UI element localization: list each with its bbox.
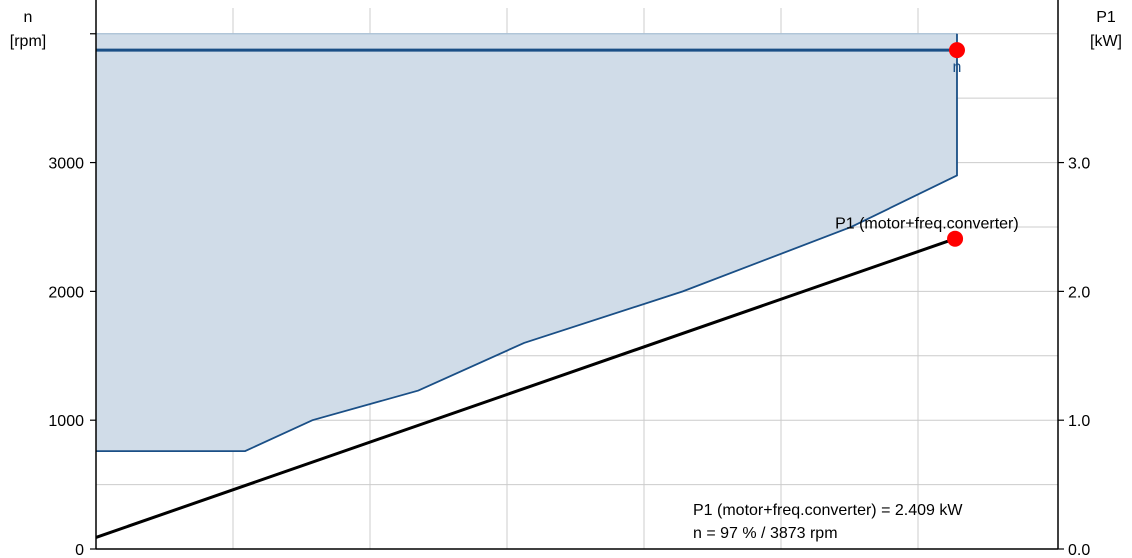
right-tick-label: 2.0 [1068,284,1090,301]
left-axis-label-line2: [rpm] [10,33,46,50]
left-tick-label: 0 [75,542,84,558]
series-layer [95,33,958,539]
n-marker-label: n [953,59,962,76]
left-tick-label: 3000 [48,156,84,173]
operating-range-area [96,33,957,452]
p1-power-line [95,237,956,539]
right-tick-label: 0.0 [1068,542,1090,558]
right-axis-label-line2: [kW] [1090,33,1122,50]
marker-layer: n P1 (motor+freq.converter) [835,42,1019,247]
left-y-axis-ticks: 0 1000 2000 3000 [48,33,96,558]
p1-operating-point-marker [947,230,964,247]
p1-marker-label: P1 (motor+freq.converter) [835,216,1019,233]
right-tick-label: 1.0 [1068,413,1090,430]
right-axis-label-line1: P1 [1096,9,1116,26]
left-tick-label: 1000 [48,413,84,430]
annotation-p1: P1 (motor+freq.converter) = 2.409 kW [693,502,963,519]
right-tick-label: 3.0 [1068,156,1090,173]
right-y-axis-ticks: 0.0 1.0 2.0 3.0 [1058,156,1090,558]
annotation-n: n = 97 % / 3873 rpm [693,525,838,542]
operating-range-boundary [96,33,958,453]
n-operating-point-marker [948,42,965,59]
left-tick-label: 2000 [48,284,84,301]
left-axis-label-line1: n [24,9,33,26]
